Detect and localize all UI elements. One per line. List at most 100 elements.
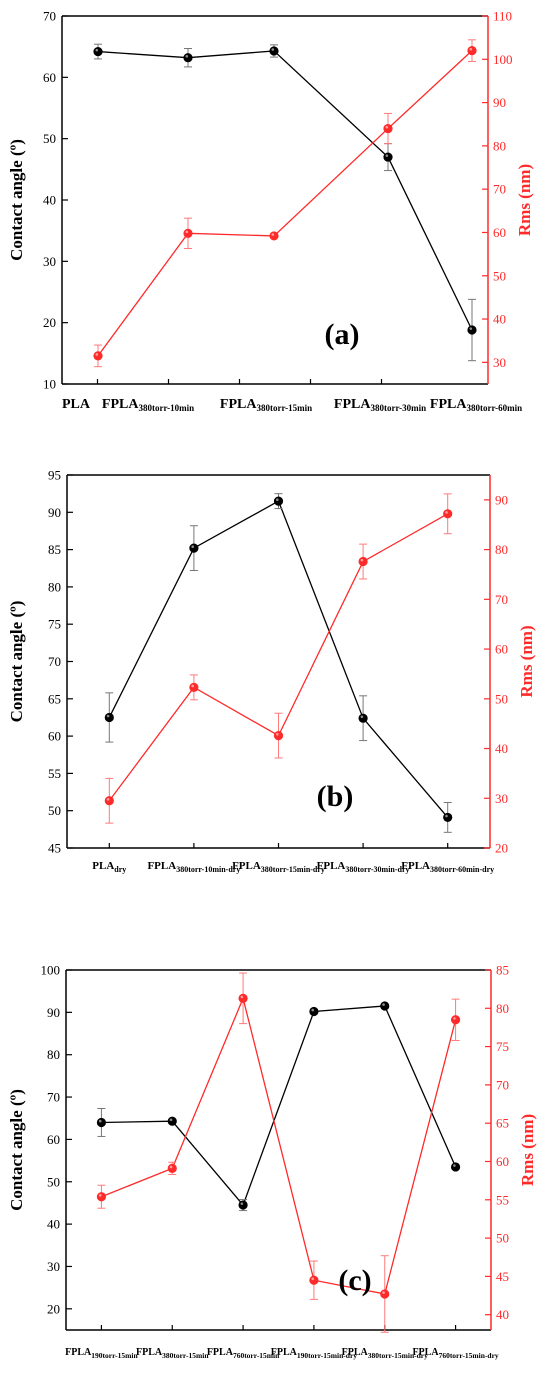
category-base: FPLA xyxy=(271,1347,298,1358)
point-highlight xyxy=(469,327,473,330)
rms-point xyxy=(167,1163,177,1173)
left-y-axis-title: Contact angle (º) xyxy=(7,1089,26,1211)
right-y-tick-label: 70 xyxy=(496,1077,509,1092)
contact-angle-point xyxy=(238,1200,248,1210)
category-subscript: dry xyxy=(114,865,126,874)
right-y-tick-label: 110 xyxy=(493,9,512,24)
left-y-tick-label: 40 xyxy=(43,193,56,208)
contact-angle-point xyxy=(383,152,393,162)
category-base: FPLA xyxy=(412,1347,439,1358)
point-highlight xyxy=(271,48,275,51)
point-highlight xyxy=(95,48,99,52)
left-y-tick-label: 20 xyxy=(43,315,56,330)
right-y-tick-label: 100 xyxy=(493,52,513,67)
category-subscript: 380torr-10min xyxy=(138,403,194,413)
contact-angle-point xyxy=(358,713,368,723)
x-category-label: FPLA760torr-15min-dry xyxy=(412,1347,498,1360)
left-y-tick-label: 60 xyxy=(43,70,56,85)
contact-angle-point xyxy=(93,46,103,57)
contact-angle-line xyxy=(97,50,473,331)
point-highlight xyxy=(453,1164,456,1167)
right-y-tick-label: 20 xyxy=(495,841,508,856)
right-y-tick-label: 85 xyxy=(496,963,509,978)
right-y-tick-label: 75 xyxy=(496,1039,509,1054)
right-y-tick-label: 60 xyxy=(493,225,506,240)
contact-angle-point xyxy=(167,1116,177,1126)
category-subscript: 380torr-30min-dry xyxy=(345,865,409,874)
left-y-tick-label: 20 xyxy=(47,1301,60,1316)
point-highlight xyxy=(191,684,194,688)
x-category-label: FPLA380torr-15min xyxy=(220,397,312,413)
rms-point xyxy=(383,123,393,134)
category-subscript: 760torr-15min-dry xyxy=(439,1351,499,1360)
left-y-tick-label: 80 xyxy=(48,579,61,594)
category-subscript: 380torr-30min xyxy=(370,403,426,413)
point-highlight xyxy=(311,1008,315,1012)
point-highlight xyxy=(185,230,189,234)
point-highlight xyxy=(360,558,364,562)
contact-angle-point xyxy=(189,543,199,553)
left-y-tick-label: 45 xyxy=(48,841,61,856)
point-highlight xyxy=(191,545,194,549)
point-highlight xyxy=(445,814,448,818)
category-subscript: 190torr-15min xyxy=(91,1351,138,1360)
x-category-label: FPLA380torr-30min xyxy=(334,397,426,413)
point-highlight xyxy=(385,154,389,157)
category-subscript: 380torr-15min-dry xyxy=(368,1351,428,1360)
rms-point xyxy=(358,556,368,567)
rms-point xyxy=(450,1015,461,1025)
category-base: FPLA xyxy=(430,397,467,412)
left-y-tick-label: 70 xyxy=(48,654,61,669)
right-y-tick-label: 40 xyxy=(493,312,506,327)
left-y-tick-label: 55 xyxy=(48,766,61,781)
point-highlight xyxy=(240,995,244,999)
chart-panel-3: 20 30 40 50 60 70 80 90 100 40 45 50 55 60 65 70 75 80 85 F… xyxy=(7,963,537,1361)
x-category-label: FPLA380torr-30min-dry xyxy=(317,860,410,874)
rms-line xyxy=(101,996,457,1295)
right-y-tick-label: 50 xyxy=(493,268,506,283)
category-subscript: 760torr-15min xyxy=(233,1351,280,1360)
right-y-tick-label: 60 xyxy=(495,642,508,657)
x-category-label: FPLA190torr-15min-dry xyxy=(271,1347,357,1360)
point-highlight xyxy=(276,732,279,736)
right-y-axis-title: Rms (nm) xyxy=(517,625,536,697)
left-y-tick-label: 60 xyxy=(47,1132,60,1147)
contact-angle-line xyxy=(101,1005,457,1207)
contact-angle-point xyxy=(273,496,284,506)
contact-angle-point xyxy=(380,1001,390,1011)
right-y-tick-label: 80 xyxy=(495,542,508,557)
right-y-tick-label: 80 xyxy=(493,138,506,153)
x-category-label: PLA xyxy=(62,397,91,412)
point-highlight xyxy=(240,1202,244,1205)
left-y-axis-title: Contact angle (º) xyxy=(7,139,26,261)
rms-point xyxy=(238,993,248,1003)
left-y-tick-label: 30 xyxy=(47,1259,60,1274)
panel-label: (b) xyxy=(317,780,354,813)
category-subscript: 190torr-15min-dry xyxy=(297,1351,357,1360)
left-y-tick-label: 50 xyxy=(48,803,61,818)
category-base: FPLA xyxy=(334,397,371,412)
rms-point xyxy=(104,796,114,806)
category-subscript: 380torr-15min-dry xyxy=(261,865,325,874)
category-subscript: 380torr-15min xyxy=(162,1351,209,1360)
left-y-tick-label: 100 xyxy=(41,963,61,978)
right-y-tick-label: 70 xyxy=(493,182,506,197)
right-y-axis-title: Rms (nm) xyxy=(518,1114,537,1186)
right-y-tick-label: 80 xyxy=(496,1001,509,1016)
rms-point xyxy=(93,351,103,361)
x-category-label: FPLA760torr-15min xyxy=(207,1347,280,1360)
x-category-label: FPLA380torr-60min xyxy=(430,397,522,413)
category-base: FPLA xyxy=(147,860,176,872)
category-base: FPLA xyxy=(220,397,257,412)
left-y-tick-label: 90 xyxy=(47,1005,60,1020)
right-y-tick-label: 30 xyxy=(493,355,506,370)
panel-label: (c) xyxy=(338,1264,371,1297)
point-highlight xyxy=(382,1291,385,1294)
rms-point xyxy=(96,1192,107,1202)
right-y-tick-label: 45 xyxy=(496,1269,509,1284)
point-highlight xyxy=(360,715,364,719)
left-y-tick-label: 70 xyxy=(43,9,56,24)
point-highlight xyxy=(169,1118,173,1122)
category-base: FPLA xyxy=(65,1347,92,1358)
